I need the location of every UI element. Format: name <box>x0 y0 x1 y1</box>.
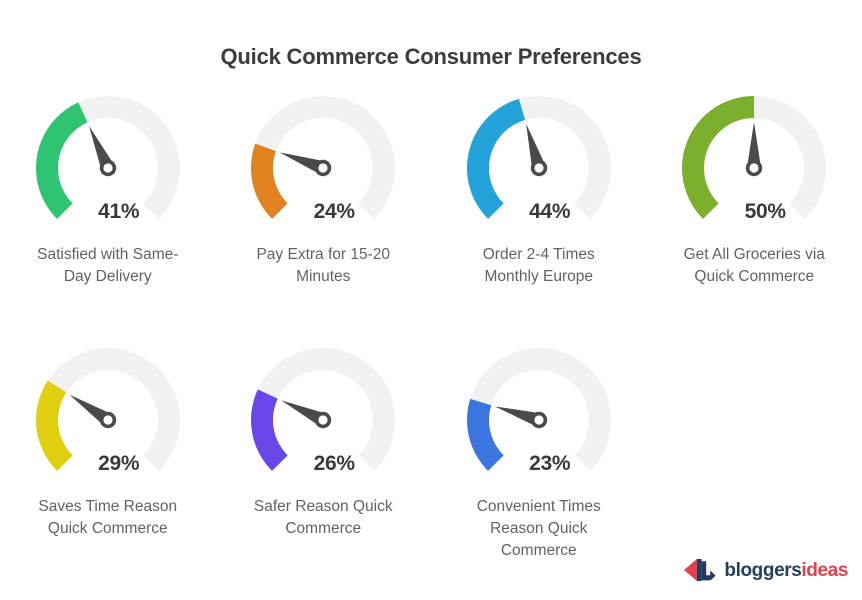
gauge-needle-hub-center <box>318 415 328 425</box>
gauge-value-arc <box>251 143 288 219</box>
gauge-needle-hub-center <box>749 163 759 173</box>
gauge-row-two: 29% Saves Time Reason Quick Commerce 26% Saf… <box>0 320 862 562</box>
page-title: Quick Commerce Consumer Preferences <box>220 44 642 69</box>
gauge-dial <box>35 95 180 219</box>
gauge-value-arc <box>35 380 73 471</box>
gauge-track <box>466 348 611 471</box>
gauge-dial <box>251 95 396 219</box>
gauge-value-text: 41% <box>98 200 140 223</box>
gauge-label-line: Safer Reason Quick <box>253 498 393 515</box>
logo-wordmark: bloggersideas <box>724 561 848 580</box>
gauge-label: Order 2-4 Times Monthly Europe <box>441 244 637 288</box>
gauge-value-arc <box>35 102 88 219</box>
gauge-dial <box>251 348 396 471</box>
gauge-get-all-groceries-via-quick-commerce[interactable]: 50% <box>666 82 842 230</box>
gauge-track <box>35 348 180 471</box>
gauge-label-line: Quick Commerce <box>47 520 168 537</box>
gauge-safer-reason-quick-commerce[interactable]: 26% <box>235 334 411 482</box>
gauge-value-text: 44% <box>529 200 571 223</box>
gauge-label-line: Reason Quick <box>490 520 588 537</box>
gauge-track <box>251 95 396 219</box>
gauge-value-text: 24% <box>313 200 355 223</box>
gauge-needle <box>525 123 546 170</box>
logo-arrow-head-icon <box>710 570 716 581</box>
gauge-label: Safer Reason Quick Commerce <box>225 496 421 540</box>
gauge-satisfied-same-day-delivery[interactable]: 41% <box>20 82 196 230</box>
gauge-needle <box>494 406 541 427</box>
gauge-needle <box>747 122 762 168</box>
gauge-label: Get All Groceries via Quick Commerce <box>656 244 852 288</box>
gauge-needle-hub-center <box>103 163 113 173</box>
gauge-dial <box>466 348 611 471</box>
gauge-value-text: 29% <box>98 452 140 475</box>
gauge-label: Pay Extra for 15-20 Minutes <box>225 244 421 288</box>
gauge-dial <box>682 95 827 219</box>
gauge-cell-satisfied-same-day-delivery: 41% Satisfied with Same- Day Delivery <box>0 82 216 288</box>
gauge-convenient-times-reason-quick-commerce[interactable]: 23% <box>451 334 627 482</box>
gauge-value-arc <box>466 98 525 219</box>
gauge-cell-convenient-times-reason-quick-commerce: 23% Convenient Times Reason Quick Commerce <box>431 334 647 562</box>
gauge-row-one: 41% Satisfied with Same- Day Delivery 24% Pa… <box>0 68 862 288</box>
gauge-label-line: Monthly Europe <box>484 268 594 285</box>
gauge-needle-hub-center <box>103 415 113 425</box>
gauge-dial <box>466 95 611 219</box>
logo-triangle-icon <box>684 559 698 581</box>
gauge-label-line: Order 2-4 Times <box>482 246 595 263</box>
gauge-label-line: Saves Time Reason <box>38 498 178 515</box>
gauge-label-line: Satisfied with Same- <box>37 246 179 263</box>
gauge-pay-extra-15-20-minutes[interactable]: 24% <box>235 82 411 230</box>
gauge-label: Satisfied with Same- Day Delivery <box>10 244 206 288</box>
gauge-cell-order-2-4-times-monthly-europe: 44% Order 2-4 Times Monthly Europe <box>431 82 647 288</box>
bloggersideas-logo[interactable]: bloggersideas <box>683 558 848 582</box>
bloggersideas-logo-icon <box>684 559 716 581</box>
gauge-track <box>251 348 396 471</box>
gauge-label-line: Convenient Times <box>476 498 601 515</box>
gauge-cell-safer-reason-quick-commerce: 26% Safer Reason Quick Commerce <box>216 334 432 562</box>
gauge-value-arc <box>251 389 288 471</box>
gauge-needle <box>279 152 326 175</box>
gauge-dial <box>35 348 180 471</box>
gauge-needle-hub-center <box>534 415 544 425</box>
gauge-value-text: 50% <box>744 200 786 223</box>
gauge-label-line: Quick Commerce <box>694 268 815 285</box>
gauge-label-line: Pay Extra for 15-20 <box>256 246 391 263</box>
gauge-saves-time-reason-quick-commerce[interactable]: 29% <box>20 334 196 482</box>
gauge-needle-hub-center <box>534 163 544 173</box>
gauge-value-text: 26% <box>313 452 355 475</box>
gauge-label-line: Commerce <box>500 542 577 559</box>
gauge-needle <box>88 126 115 171</box>
gauge-cell-pay-extra-15-20-minutes: 24% Pay Extra for 15-20 Minutes <box>216 82 432 288</box>
gauge-label-line: Day Delivery <box>63 268 152 285</box>
logo-text-secondary: ideas <box>801 559 848 581</box>
gauge-label-line: Get All Groceries via <box>683 246 825 263</box>
gauge-value-arc <box>682 96 755 219</box>
gauge-label: Convenient Times Reason Quick Commerce <box>441 496 637 562</box>
gauge-order-2-4-times-monthly-europe[interactable]: 44% <box>451 82 627 230</box>
gauge-cell-saves-time-reason-quick-commerce: 29% Saves Time Reason Quick Commerce <box>0 334 216 562</box>
logo-bar-icon <box>697 559 702 581</box>
gauge-label: Saves Time Reason Quick Commerce <box>10 496 206 540</box>
gauge-label-line: Commerce <box>285 520 362 537</box>
logo-text-primary: bloggers <box>724 559 802 581</box>
gauge-needle-hub-center <box>318 163 328 173</box>
gauge-value-arc <box>466 398 504 471</box>
gauge-cell-get-all-groceries-via-quick-commerce: 50% Get All Groceries via Quick Commerce <box>647 82 862 288</box>
gauge-label-line: Minutes <box>296 268 351 285</box>
gauge-value-text: 23% <box>529 452 571 475</box>
